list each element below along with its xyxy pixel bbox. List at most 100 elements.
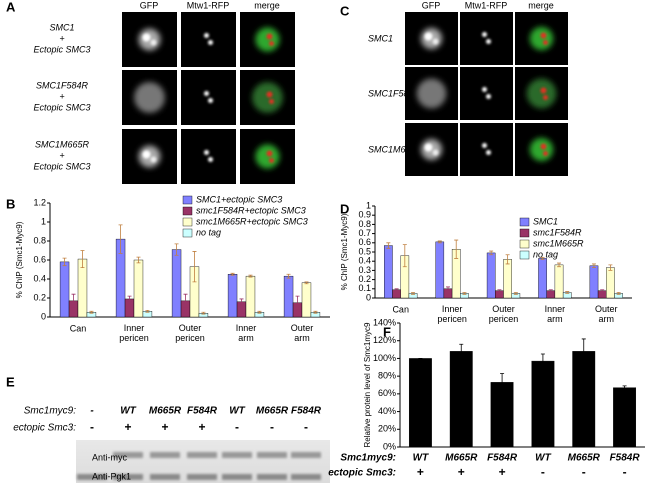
error-bar bbox=[127, 295, 132, 303]
bar bbox=[606, 267, 615, 299]
y-tick-label: 0.9 bbox=[358, 210, 371, 220]
error-bar bbox=[445, 286, 450, 292]
y-tick-label: 1 bbox=[366, 200, 371, 210]
x-tick-label: WT bbox=[535, 453, 551, 464]
rfp-dot bbox=[482, 87, 487, 92]
rfp-dot bbox=[204, 91, 209, 96]
y-tick-label: 40% bbox=[378, 406, 396, 416]
error-bar bbox=[239, 298, 244, 306]
error-bar bbox=[402, 244, 407, 268]
error-bar bbox=[313, 310, 318, 314]
column-header: Mtw1-RFP bbox=[187, 0, 230, 10]
y-tick-label: 0 bbox=[41, 311, 46, 321]
y-tick-label: 0.5 bbox=[358, 246, 371, 256]
ectopic: - bbox=[90, 420, 94, 434]
merge-green bbox=[526, 78, 557, 109]
y-tick-label: 0.1 bbox=[358, 283, 371, 293]
y-tick-label: 1.2 bbox=[33, 197, 46, 207]
rfp-dot bbox=[482, 32, 487, 37]
gfp-signal bbox=[134, 82, 165, 113]
error-bar bbox=[565, 291, 570, 294]
row-title: ectopic Smc3: bbox=[328, 468, 396, 479]
legend-swatch bbox=[182, 217, 193, 227]
rfp-dot bbox=[482, 143, 487, 148]
micrograph bbox=[460, 12, 513, 65]
ectopic: - bbox=[304, 420, 308, 434]
row-label: SMC1F584R bbox=[368, 88, 421, 98]
gfp-signal bbox=[150, 156, 157, 163]
error-bar bbox=[616, 292, 621, 295]
ectopic: + bbox=[458, 465, 465, 479]
y-axis-label: Relative protein level of Smc1myc9 bbox=[363, 322, 372, 447]
ectopic: + bbox=[417, 465, 424, 479]
error-bar bbox=[118, 224, 123, 254]
row-label: SMC1 bbox=[368, 33, 393, 43]
band bbox=[187, 452, 217, 458]
legend-swatch bbox=[182, 228, 193, 238]
x-tick-label: F584R bbox=[610, 453, 641, 464]
error-bar bbox=[622, 385, 627, 390]
error-bar bbox=[174, 243, 179, 256]
y-tick-label: 0.8 bbox=[33, 235, 46, 245]
error-bar bbox=[548, 289, 553, 292]
error-bar bbox=[500, 373, 505, 392]
panel-letter: D bbox=[340, 201, 349, 216]
x-tick-label: Outer arm bbox=[291, 323, 314, 343]
error-bar bbox=[489, 250, 494, 256]
gfp-signal bbox=[424, 143, 433, 152]
error-bar bbox=[71, 293, 76, 308]
merge-red bbox=[540, 87, 547, 94]
panel-letter: B bbox=[6, 196, 15, 211]
bar bbox=[245, 275, 256, 318]
band bbox=[291, 452, 321, 458]
error-bar bbox=[183, 293, 188, 308]
column-header: GFP bbox=[140, 0, 159, 10]
row-label: + bbox=[59, 33, 64, 43]
error-bar bbox=[89, 310, 94, 314]
x-tick-label: Outer pericen bbox=[489, 304, 519, 324]
error-bar bbox=[394, 288, 399, 292]
y-axis-label: % ChIP (Smc1-Myc9) bbox=[15, 221, 24, 298]
merge-red bbox=[540, 143, 547, 150]
ectopic: - bbox=[270, 420, 274, 434]
strain: M665R bbox=[149, 406, 182, 417]
panel-letter: E bbox=[6, 374, 15, 389]
legend-label: smc1M665R bbox=[533, 238, 584, 248]
x-tick-label: Inner pericen bbox=[119, 323, 149, 343]
x-tick-label: M665R bbox=[445, 453, 478, 464]
panel-letter: A bbox=[6, 0, 16, 14]
error-bar bbox=[248, 274, 253, 278]
rfp-dot bbox=[204, 150, 209, 155]
error-bar bbox=[437, 240, 442, 244]
error-bar bbox=[459, 343, 464, 359]
bar bbox=[503, 259, 512, 299]
strain: M665R bbox=[256, 406, 289, 417]
micrograph bbox=[460, 123, 513, 176]
merge-green bbox=[529, 137, 554, 162]
y-tick-label: 20% bbox=[378, 424, 396, 434]
y-axis-label: % ChIP (Smc1-Myc9) bbox=[340, 213, 349, 290]
error-bar bbox=[192, 251, 197, 283]
y-tick-label: 120% bbox=[373, 335, 396, 345]
bar bbox=[572, 351, 596, 448]
gfp-signal bbox=[142, 150, 151, 159]
column-header: merge bbox=[528, 0, 554, 10]
x-tick-label: Inner pericen bbox=[437, 304, 467, 324]
merge-green bbox=[252, 82, 283, 113]
gfp-signal bbox=[424, 32, 433, 41]
legend-label: SMC1 bbox=[533, 216, 558, 226]
merge-green bbox=[255, 144, 280, 169]
legend-label: smc1M665R+ectopic SMC3 bbox=[196, 216, 308, 226]
legend-label: smc1F584R+ectopic SMC3 bbox=[196, 205, 306, 215]
merge-red bbox=[269, 99, 274, 104]
row-label: SMC1M665R bbox=[368, 144, 423, 154]
ectopic: - bbox=[582, 465, 586, 479]
merge-red bbox=[266, 91, 273, 98]
band bbox=[150, 474, 180, 480]
error-bar bbox=[286, 273, 291, 279]
error-bar bbox=[505, 254, 510, 265]
row-label: Ectopic SMC3 bbox=[33, 161, 90, 171]
x-tick-label: Outer arm bbox=[595, 304, 618, 324]
x-tick-label: Can bbox=[392, 304, 409, 314]
y-tick-label: 0.6 bbox=[358, 237, 371, 247]
